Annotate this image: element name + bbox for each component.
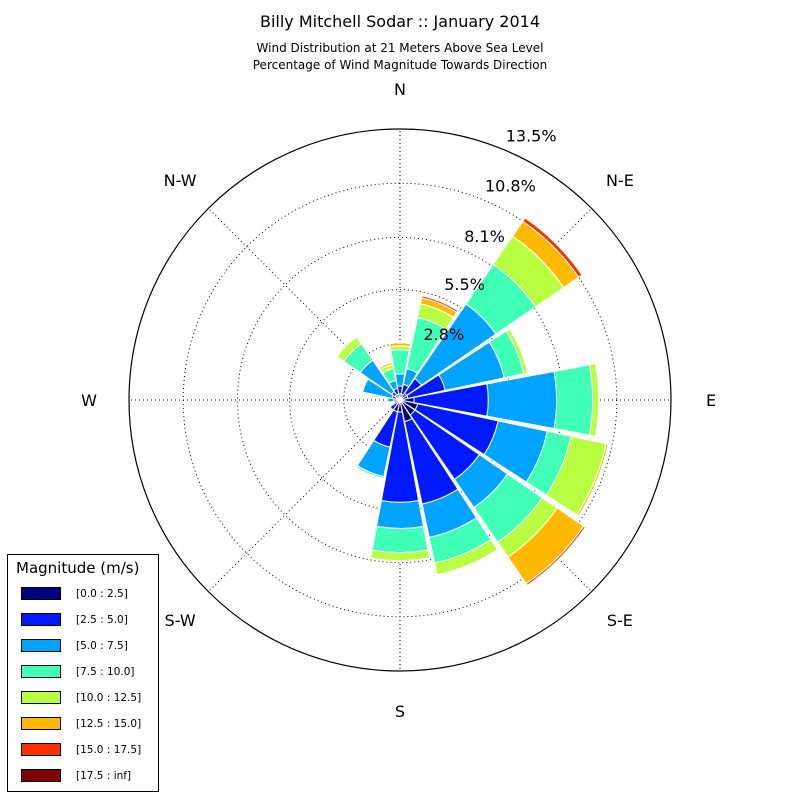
legend-swatch	[21, 769, 61, 782]
wind-bar-segment	[434, 539, 498, 576]
direction-label: N	[394, 80, 406, 99]
wind-bar-segment	[362, 378, 394, 399]
wind-bar-segment	[389, 401, 399, 411]
legend-label: [2.5 : 5.0]	[76, 614, 128, 626]
legend-label: [0.0 : 2.5]	[76, 588, 128, 600]
wind-bar-segment	[336, 336, 363, 363]
radial-tick-label: 5.5%	[444, 275, 485, 294]
legend-label: [7.5 : 10.0]	[76, 666, 135, 678]
axis-labels: 2.8% 5.5% 8.1% 10.8% 13.5% N N-E E S-E S S-W W N-W	[81, 80, 716, 721]
angular-grid-line	[208, 399, 401, 592]
legend-label: [15.0 : 17.5]	[76, 744, 142, 756]
chart-subtitle-line-2: Percentage of Wind Magnitude Towards Dir…	[252, 58, 548, 72]
radial-tick-label: 10.8%	[485, 177, 536, 196]
direction-label: N-W	[164, 171, 197, 190]
wind-bar-segment	[355, 464, 385, 480]
wind-bar-segment	[370, 549, 430, 562]
legend-swatch	[21, 743, 61, 756]
direction-label: N-E	[606, 171, 634, 190]
wind-bar-segment	[388, 341, 412, 345]
chart-title: Billy Mitchell Sodar :: January 2014	[259, 12, 541, 31]
legend: Magnitude (m/s) [0.0 : 2.5] [2.5 : 5.0] [5…	[7, 554, 159, 792]
direction-label: S-W	[165, 611, 196, 630]
legend-label: [5.0 : 7.5]	[76, 640, 128, 652]
wind-bar-segment	[376, 500, 424, 529]
wind-bar-segment	[525, 525, 586, 586]
direction-label: S	[395, 702, 405, 721]
chart-subtitle-line-1: Wind Distribution at 21 Meters Above Sea…	[256, 41, 544, 55]
legend-item: [12.5 : 15.0]	[21, 717, 151, 731]
wind-bar-segment	[576, 443, 609, 517]
legend-item: [2.5 : 5.0]	[21, 613, 151, 627]
legend-swatch	[21, 639, 61, 652]
radial-tick-label: 13.5%	[506, 127, 557, 146]
legend-item: [15.0 : 17.5]	[21, 743, 151, 757]
wind-bar-segment	[505, 328, 529, 375]
wind-bars	[336, 217, 609, 586]
direction-label: W	[81, 391, 97, 410]
wind-bar-segment	[588, 363, 600, 437]
legend-item: [17.5 : inf]	[21, 769, 151, 783]
wind-bar-segment	[378, 362, 394, 371]
radial-tick-label: 2.8%	[424, 325, 465, 344]
legend-label: [17.5 : inf]	[76, 770, 132, 782]
outer-frame	[128, 128, 672, 672]
legend-item: [10.0 : 12.5]	[21, 691, 151, 705]
legend-swatch	[21, 717, 61, 730]
legend-title: Magnitude (m/s)	[16, 559, 140, 577]
outer-circle	[128, 128, 672, 672]
legend-swatch	[21, 613, 61, 626]
legend-swatch	[21, 587, 61, 600]
radial-tick-label: 8.1%	[464, 227, 505, 246]
legend-label: [12.5 : 15.0]	[76, 718, 142, 730]
wind-bar-segment	[522, 217, 583, 278]
wind-bar-segment	[553, 364, 594, 436]
legend-swatch	[21, 665, 61, 678]
legend-item: [7.5 : 10.0]	[21, 665, 151, 679]
wind-bar-segment	[371, 525, 429, 554]
legend-label: [10.0 : 12.5]	[76, 692, 142, 704]
legend-item: [5.0 : 7.5]	[21, 639, 151, 653]
legend-swatch	[21, 691, 61, 704]
wind-bar-segment	[421, 295, 459, 314]
legend-item: [0.0 : 2.5]	[21, 587, 151, 601]
direction-label: S-E	[607, 611, 633, 630]
wind-bar-segment	[486, 370, 558, 430]
direction-label: E	[706, 391, 716, 410]
